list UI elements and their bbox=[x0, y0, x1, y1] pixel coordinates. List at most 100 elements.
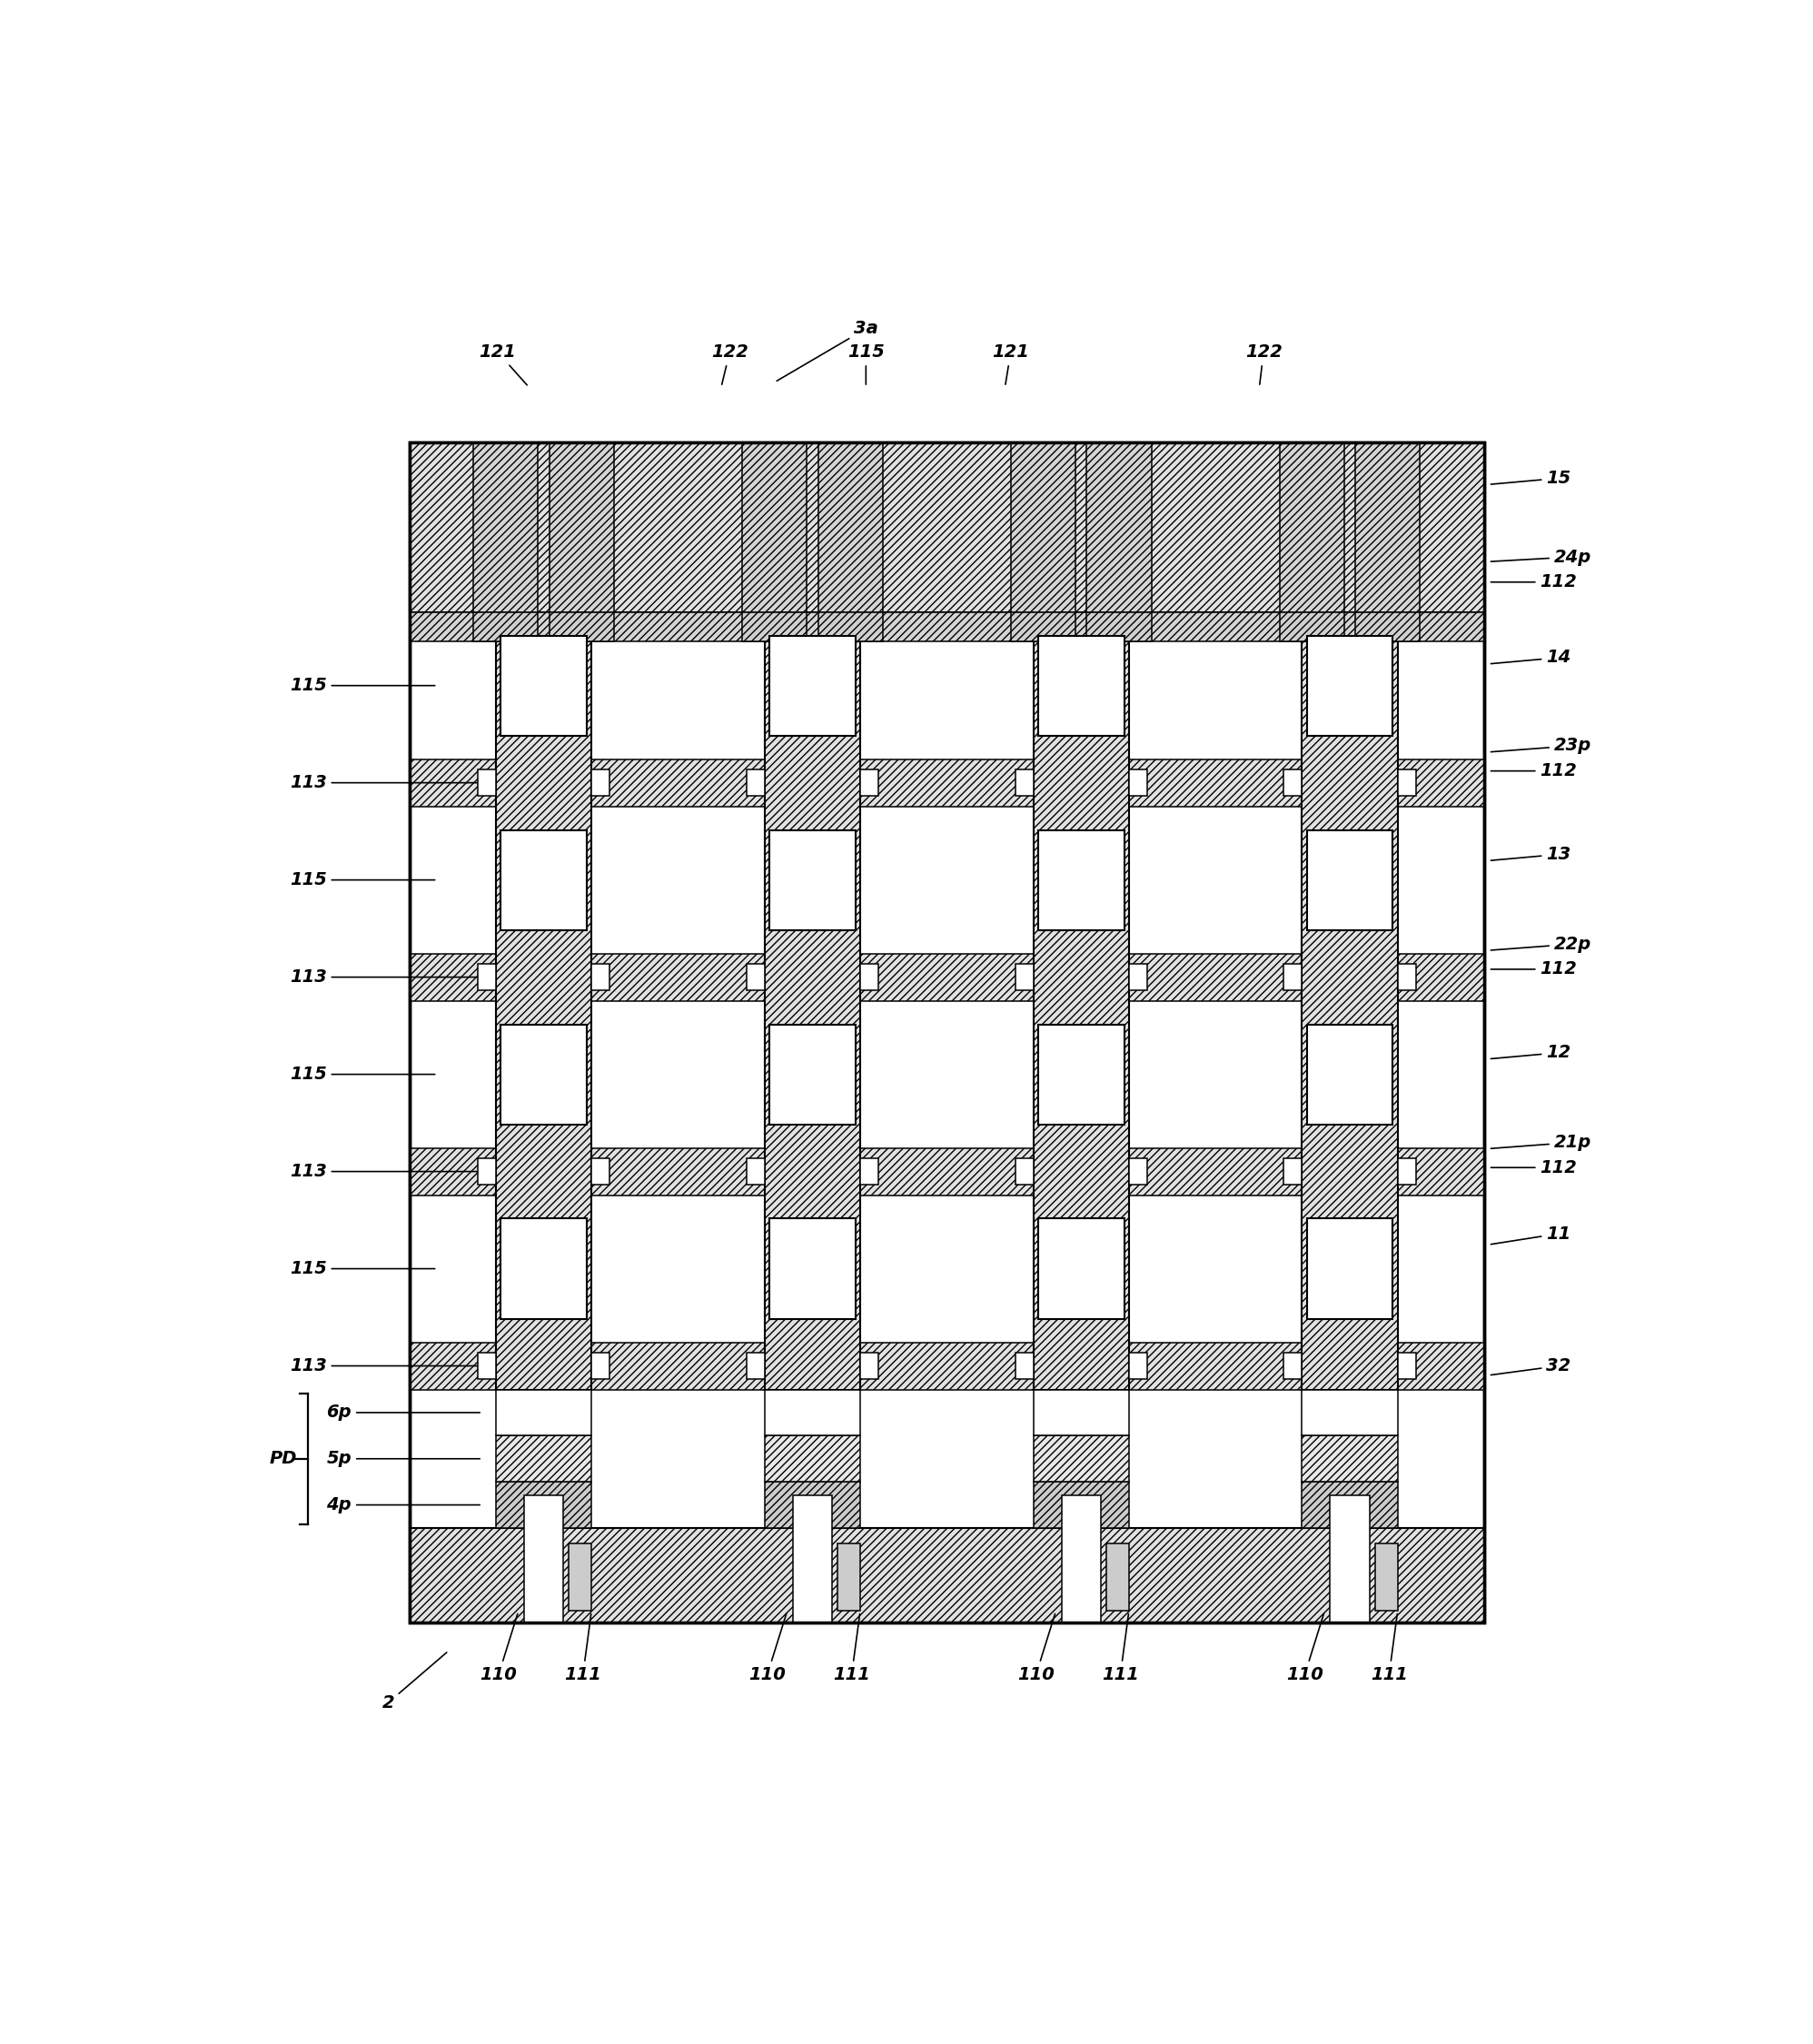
Bar bbox=[1039, 830, 1124, 930]
Text: 115: 115 bbox=[290, 871, 435, 889]
Bar bbox=[473, 442, 538, 611]
Bar bbox=[1086, 611, 1151, 642]
Bar bbox=[1307, 1218, 1392, 1318]
Bar bbox=[1307, 636, 1392, 736]
Bar bbox=[747, 771, 765, 795]
Bar bbox=[1015, 1159, 1033, 1183]
Bar bbox=[569, 1543, 591, 1611]
Text: 121: 121 bbox=[479, 343, 528, 384]
Text: 121: 121 bbox=[992, 343, 1030, 384]
Bar bbox=[742, 442, 807, 611]
Text: 113: 113 bbox=[290, 1163, 480, 1179]
Bar bbox=[1307, 1024, 1392, 1124]
Bar bbox=[1129, 965, 1148, 989]
Bar bbox=[591, 965, 609, 989]
Text: 32: 32 bbox=[1490, 1357, 1572, 1376]
Bar bbox=[765, 1482, 859, 1529]
Bar bbox=[1398, 1353, 1416, 1380]
Bar bbox=[1284, 1353, 1302, 1380]
Bar bbox=[1374, 1543, 1398, 1611]
Bar bbox=[1302, 1390, 1398, 1435]
Text: 110: 110 bbox=[1285, 1615, 1323, 1682]
Bar bbox=[792, 1496, 832, 1623]
Bar bbox=[769, 1218, 856, 1318]
Bar bbox=[477, 965, 497, 989]
Bar bbox=[497, 1482, 591, 1529]
Bar bbox=[1398, 771, 1416, 795]
Text: 122: 122 bbox=[711, 343, 749, 384]
Bar bbox=[1012, 442, 1075, 611]
Bar bbox=[410, 953, 1485, 1002]
Bar bbox=[1302, 1482, 1398, 1529]
Bar bbox=[500, 1218, 587, 1318]
Bar bbox=[1033, 1482, 1129, 1529]
Bar bbox=[1398, 965, 1416, 989]
Text: 122: 122 bbox=[1246, 343, 1282, 384]
Bar bbox=[1039, 1024, 1124, 1124]
Bar bbox=[1039, 636, 1124, 736]
Bar bbox=[477, 771, 497, 795]
Text: 11: 11 bbox=[1490, 1224, 1572, 1245]
Text: 24p: 24p bbox=[1490, 548, 1592, 566]
Bar bbox=[1302, 642, 1398, 1390]
Text: 12: 12 bbox=[1490, 1044, 1572, 1061]
Text: 110: 110 bbox=[480, 1615, 517, 1682]
Bar bbox=[1284, 965, 1302, 989]
Bar bbox=[1302, 1435, 1398, 1482]
Bar bbox=[765, 642, 859, 1390]
Bar bbox=[747, 965, 765, 989]
Text: 113: 113 bbox=[290, 969, 480, 985]
Bar bbox=[1033, 1390, 1129, 1435]
Bar bbox=[1033, 1435, 1129, 1482]
Bar bbox=[859, 1159, 879, 1183]
Text: 3a: 3a bbox=[776, 321, 877, 380]
Bar bbox=[1012, 611, 1075, 642]
Text: 112: 112 bbox=[1490, 762, 1577, 779]
Bar bbox=[500, 830, 587, 930]
Text: 5p: 5p bbox=[326, 1449, 480, 1468]
Text: 115: 115 bbox=[290, 1259, 435, 1278]
Text: 6p: 6p bbox=[326, 1404, 480, 1421]
Bar bbox=[410, 442, 1485, 1623]
Text: 115: 115 bbox=[847, 343, 885, 384]
Text: 21p: 21p bbox=[1490, 1134, 1592, 1151]
Bar bbox=[497, 1435, 591, 1482]
Bar bbox=[591, 1353, 609, 1380]
Bar bbox=[769, 830, 856, 930]
Bar bbox=[1061, 1496, 1100, 1623]
Text: 15: 15 bbox=[1490, 470, 1572, 486]
Bar bbox=[410, 1343, 1485, 1390]
Bar bbox=[818, 611, 883, 642]
Bar bbox=[549, 611, 615, 642]
Bar bbox=[1398, 1159, 1416, 1183]
Bar bbox=[859, 771, 879, 795]
Bar bbox=[410, 611, 1485, 642]
Text: 111: 111 bbox=[1371, 1615, 1407, 1682]
Bar bbox=[591, 1159, 609, 1183]
Bar bbox=[1015, 1353, 1033, 1380]
Text: 112: 112 bbox=[1490, 961, 1577, 977]
Bar bbox=[1280, 442, 1343, 611]
Bar bbox=[524, 1496, 564, 1623]
Bar bbox=[1280, 611, 1343, 642]
Bar bbox=[1015, 771, 1033, 795]
Bar bbox=[1033, 642, 1129, 1390]
Text: 112: 112 bbox=[1490, 574, 1577, 591]
Bar bbox=[1039, 1218, 1124, 1318]
Bar bbox=[818, 442, 883, 611]
Bar bbox=[497, 642, 591, 1390]
Bar bbox=[747, 1353, 765, 1380]
Text: 113: 113 bbox=[290, 1357, 480, 1374]
Bar bbox=[742, 611, 807, 642]
Bar bbox=[769, 636, 856, 736]
Bar bbox=[591, 771, 609, 795]
Bar bbox=[765, 1435, 859, 1482]
Text: 13: 13 bbox=[1490, 846, 1572, 863]
Bar bbox=[477, 1353, 497, 1380]
Bar bbox=[410, 442, 1485, 1623]
Bar bbox=[1129, 1353, 1148, 1380]
Text: 2: 2 bbox=[383, 1652, 446, 1711]
Bar bbox=[1015, 965, 1033, 989]
Text: 115: 115 bbox=[290, 1065, 435, 1083]
Bar bbox=[1129, 771, 1148, 795]
